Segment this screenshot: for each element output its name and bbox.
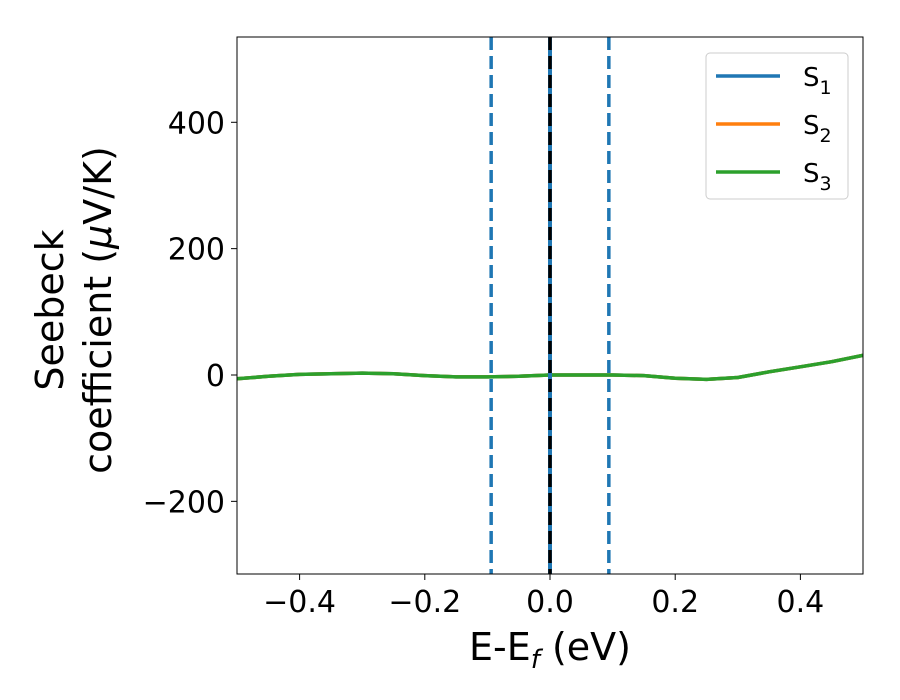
legend: S1 S2 S3 (705, 52, 849, 200)
y-axis-label-line1: Seebeck (28, 229, 72, 390)
x-tick-label: −0.2 (388, 585, 461, 620)
y-axis: −200 0 200 400 (143, 106, 237, 520)
y-tick-label: 400 (168, 106, 225, 141)
y-tick-label: 200 (168, 233, 225, 268)
y-axis-label-line2: coefficient (μV/K) (76, 146, 120, 474)
plot-area (237, 37, 863, 574)
x-tick-label: −0.4 (263, 585, 336, 620)
legend-label-1: S1 (803, 63, 832, 99)
legend-label-2: S2 (803, 111, 832, 147)
x-tick-label: 0.0 (526, 585, 574, 620)
legend-box (705, 52, 849, 200)
x-axis-label: E-Ef (eV) (469, 625, 631, 675)
y-tick-label: 0 (206, 359, 225, 394)
x-axis: −0.4 −0.2 0.0 0.2 0.4 (263, 574, 824, 620)
y-axis-label: Seebeck coefficient (μV/K) (28, 146, 120, 474)
reference-lines (489, 37, 611, 574)
legend-label-3: S3 (803, 159, 832, 195)
x-tick-label: 0.4 (777, 585, 825, 620)
y-tick-label: −200 (143, 485, 225, 520)
x-tick-label: 0.2 (651, 585, 699, 620)
